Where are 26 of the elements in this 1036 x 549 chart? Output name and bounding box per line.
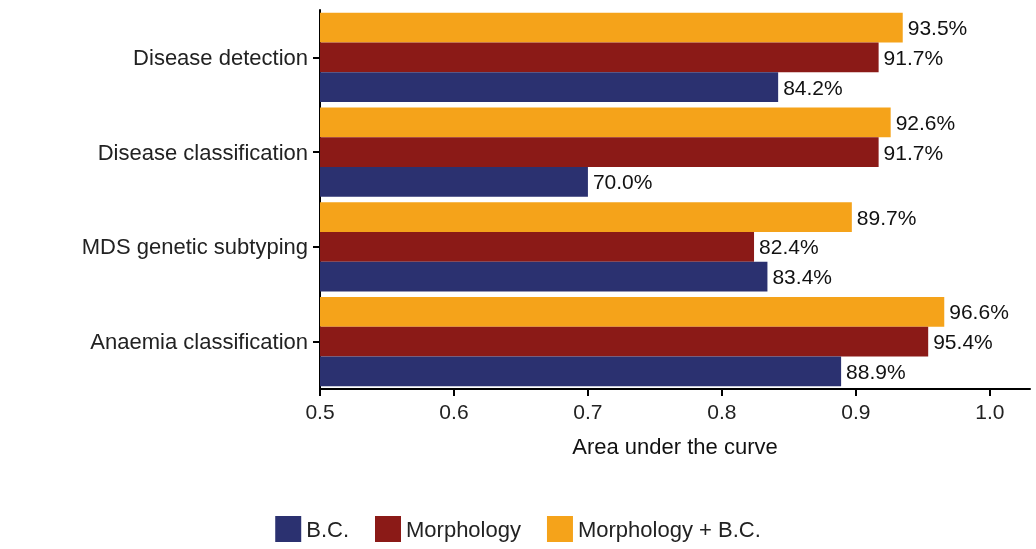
x-tick-label: 0.5 [305,400,335,423]
data-label: 93.5% [907,16,968,40]
y-tick-label: Disease detection [133,44,308,70]
legend-label: Morphology + B.C. [577,516,761,542]
data-label: 96.6% [949,300,1009,324]
data-label: 91.7% [883,140,944,164]
data-label: 92.6% [895,110,956,134]
data-label: 89.7% [856,205,917,229]
data-label: 84.2% [783,75,843,99]
x-tick-label: 0.7 [573,400,603,423]
x-tick-label: 0.9 [841,400,871,423]
data-label: 91.7% [883,45,944,69]
y-tick-label: MDS genetic subtyping [81,234,308,260]
legend-label: B.C. [306,516,350,542]
y-tick-label: Disease classification [97,139,308,165]
y-tick-label: Anaemia classification [90,329,308,355]
x-tick-label: 1.0 [975,400,1005,423]
data-label: 83.4% [772,265,832,289]
data-label: 95.4% [933,330,993,354]
x-tick-label: 0.8 [707,400,737,423]
legend-label: Morphology [406,516,521,542]
data-label: 82.4% [759,235,819,259]
x-axis-title: Area under the curve [572,433,778,459]
data-label: 70.0% [592,170,653,194]
x-tick-label: 0.6 [439,400,469,423]
data-label: 88.9% [846,359,906,383]
